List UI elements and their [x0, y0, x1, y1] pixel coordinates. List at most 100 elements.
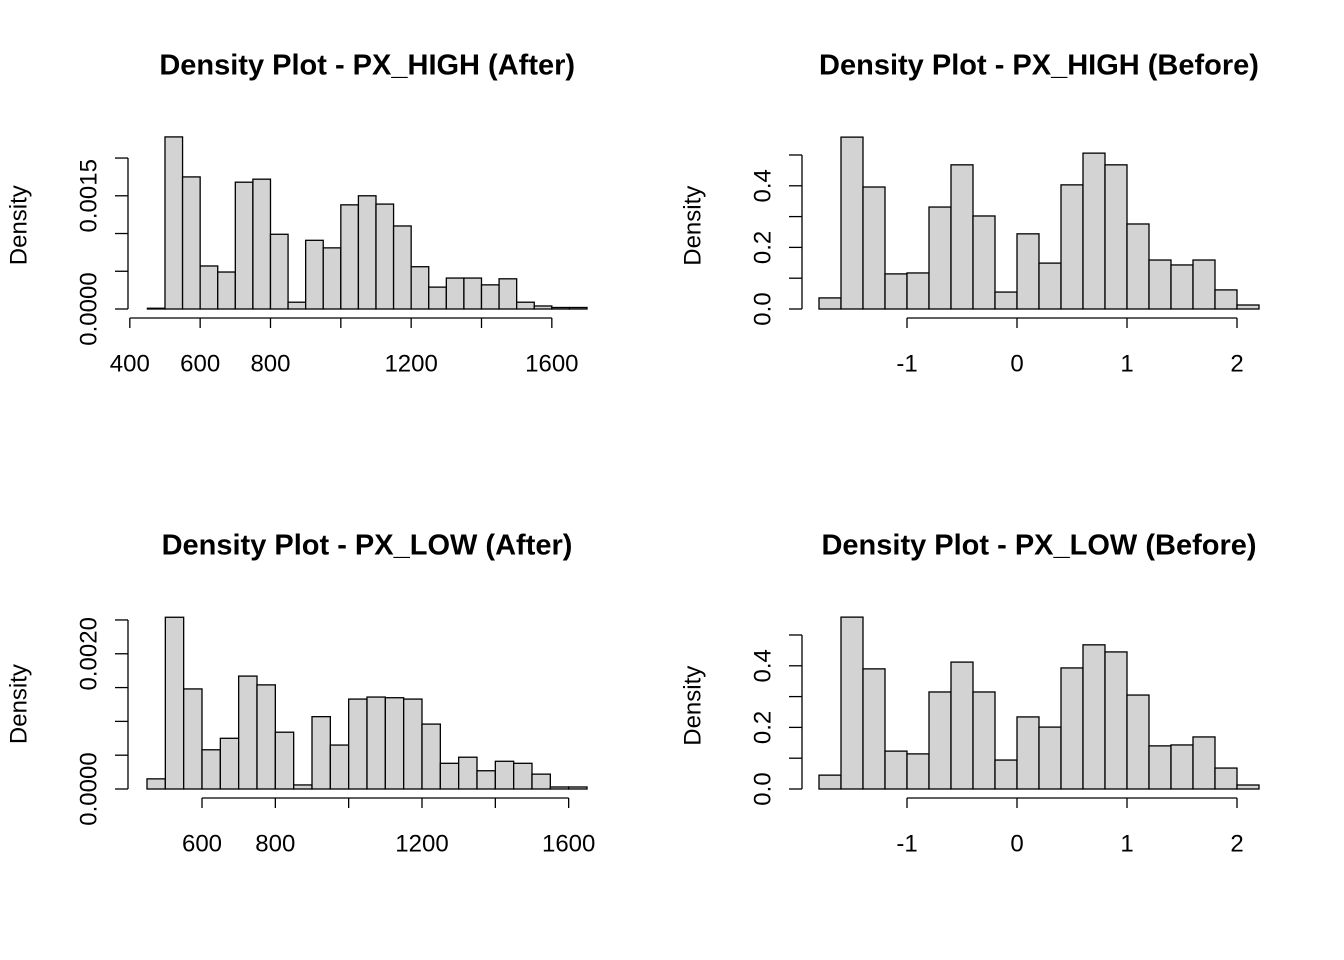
bar	[840, 136, 864, 310]
bar	[1060, 184, 1084, 310]
bar	[928, 691, 952, 790]
x-tick-label: 1	[1120, 830, 1133, 857]
bar	[1082, 152, 1106, 310]
y-axis-label: Density	[679, 666, 706, 746]
bar	[994, 291, 1018, 310]
bar	[513, 762, 533, 790]
bar	[906, 272, 930, 310]
bar	[972, 691, 996, 790]
x-tick-label: 400	[110, 350, 150, 377]
bar	[329, 744, 350, 790]
bar	[366, 696, 386, 790]
bar	[1038, 262, 1062, 310]
bar	[183, 688, 203, 790]
bar	[1016, 716, 1040, 790]
bar	[884, 750, 908, 790]
bar	[862, 668, 886, 790]
bar	[994, 759, 1018, 790]
y-tick-label: 0.0	[749, 292, 776, 325]
x-tick-label: 1	[1120, 350, 1133, 377]
bar	[375, 203, 395, 310]
bar	[1126, 223, 1150, 310]
chart-title: Density Plot - PX_LOW (After)	[162, 530, 573, 562]
bar	[1082, 644, 1106, 790]
chart-title: Density Plot - PX_HIGH (Before)	[819, 50, 1259, 82]
bar	[217, 271, 236, 310]
bar	[287, 301, 307, 310]
bar	[551, 306, 571, 310]
bar	[348, 698, 368, 790]
bar	[1192, 259, 1216, 310]
bar	[1038, 726, 1062, 790]
bar	[311, 716, 331, 790]
y-tick-label: 0.4	[749, 169, 776, 202]
bar	[1104, 164, 1128, 310]
y-tick-label: 0.0	[749, 772, 776, 805]
bar	[494, 760, 515, 790]
bar	[972, 215, 996, 310]
bar	[1192, 736, 1216, 790]
bar	[950, 661, 974, 790]
bar	[463, 277, 483, 310]
bar	[199, 265, 219, 310]
bar	[1148, 259, 1172, 310]
bar	[1016, 233, 1040, 310]
bar	[234, 181, 254, 310]
bar	[274, 731, 295, 790]
y-tick-label: 0.2	[749, 711, 776, 744]
x-tick-label: 1600	[525, 350, 578, 377]
bar	[928, 206, 952, 310]
bar	[384, 697, 405, 790]
bar	[458, 756, 478, 790]
y-tick-label: 0.2	[749, 231, 776, 264]
bar	[181, 176, 201, 310]
x-tick-label: -1	[896, 830, 917, 857]
bar	[1170, 744, 1194, 790]
x-tick-label: 800	[250, 350, 290, 377]
x-tick-label: 1200	[395, 830, 448, 857]
bar	[950, 164, 974, 310]
x-tick-label: -1	[896, 350, 917, 377]
bar	[568, 786, 588, 790]
bar	[1170, 264, 1194, 310]
bar	[1214, 767, 1238, 790]
bar	[516, 301, 535, 310]
bar	[269, 233, 289, 310]
x-tick-label: 600	[180, 350, 220, 377]
x-tick-label: 2	[1230, 830, 1243, 857]
bar	[1060, 667, 1084, 790]
bar	[340, 204, 360, 310]
bar	[322, 247, 342, 310]
bar	[1214, 289, 1238, 310]
x-tick-label: 0	[1010, 830, 1023, 857]
bar	[1236, 304, 1260, 310]
bar	[840, 616, 864, 790]
x-tick-label: 0	[1010, 350, 1023, 377]
bar	[862, 186, 886, 310]
bar	[1148, 745, 1172, 790]
bar	[476, 770, 496, 790]
bar	[884, 273, 908, 310]
bar	[549, 786, 570, 790]
y-axis-label: Density	[5, 664, 32, 744]
bar	[818, 774, 842, 790]
bar	[421, 723, 441, 790]
bar	[403, 698, 423, 790]
bar	[428, 286, 447, 310]
x-tick-label: 2	[1230, 350, 1243, 377]
x-tick-label: 800	[255, 830, 295, 857]
bar	[439, 762, 460, 790]
x-tick-label: 600	[182, 830, 222, 857]
bar	[256, 684, 276, 790]
bar	[219, 737, 240, 790]
y-tick-label: 0.0000	[75, 752, 102, 825]
bar	[1104, 651, 1128, 790]
y-tick-label: 0.4	[749, 649, 776, 682]
y-tick-label: 0.0000	[75, 272, 102, 345]
bar	[1126, 694, 1150, 790]
bar	[480, 284, 500, 310]
bar	[164, 136, 184, 310]
bar	[252, 178, 272, 310]
bar	[906, 753, 930, 790]
